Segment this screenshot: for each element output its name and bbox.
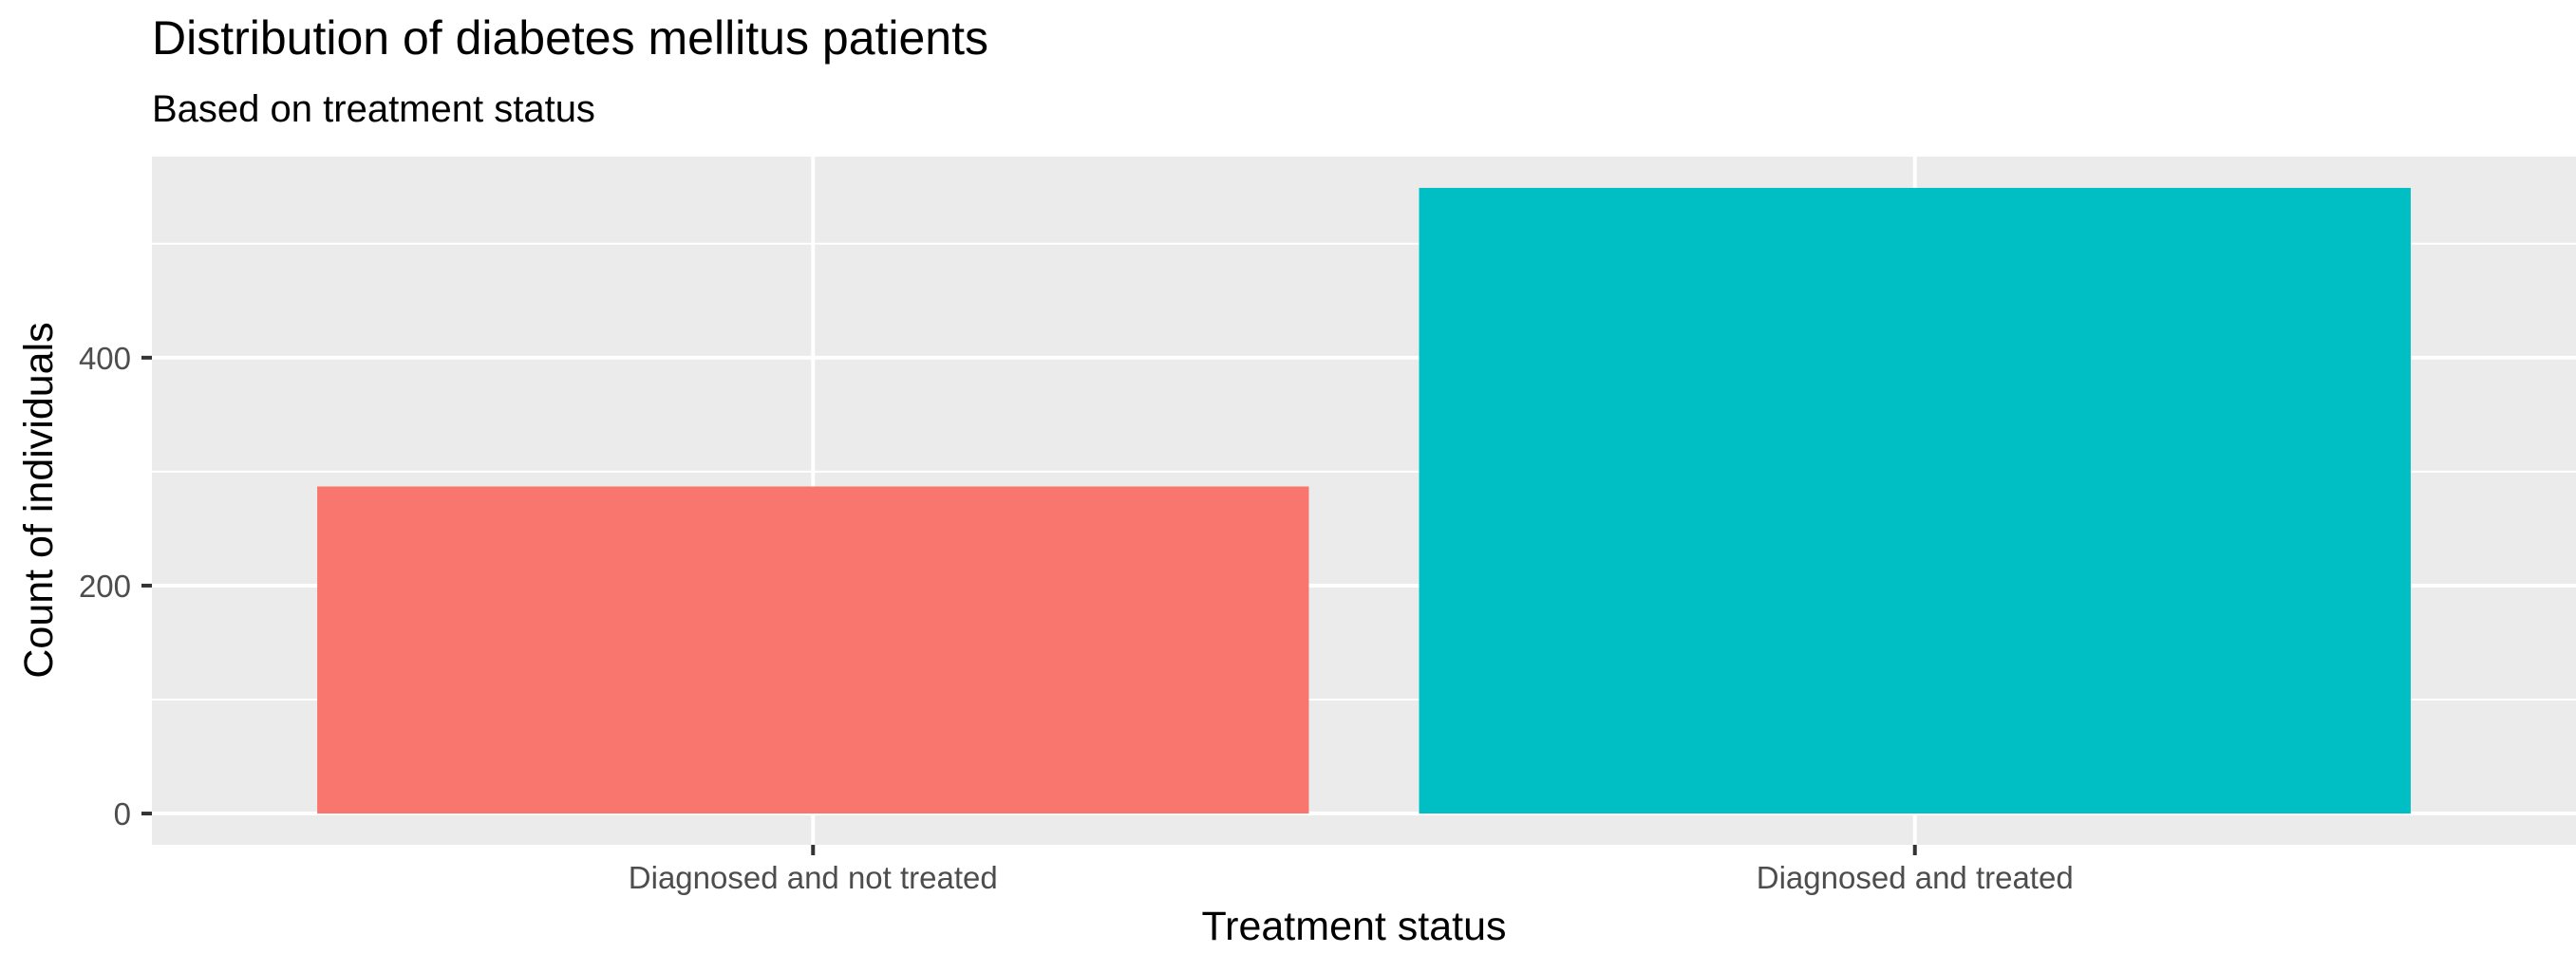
chart-title: Distribution of diabetes mellitus patien…: [152, 11, 988, 65]
y-axis: 0 200 400: [79, 341, 152, 832]
bars: [317, 187, 2411, 814]
y-tick-label-2: 400: [79, 341, 131, 376]
x-tick-label-0: Diagnosed and not treated: [629, 860, 998, 895]
x-axis: Diagnosed and not treated Diagnosed and t…: [629, 845, 2074, 895]
y-tick-label-1: 200: [79, 569, 131, 604]
bar-1: [1419, 187, 2411, 814]
x-axis-title: Treatment status: [1201, 904, 1506, 949]
y-axis-title: Count of individuals: [16, 322, 62, 678]
y-tick-label-0: 0: [114, 796, 131, 832]
chart-subtitle: Based on treatment status: [152, 88, 595, 130]
bar-0: [317, 486, 1309, 814]
x-tick-label-1: Diagnosed and treated: [1757, 860, 2074, 895]
